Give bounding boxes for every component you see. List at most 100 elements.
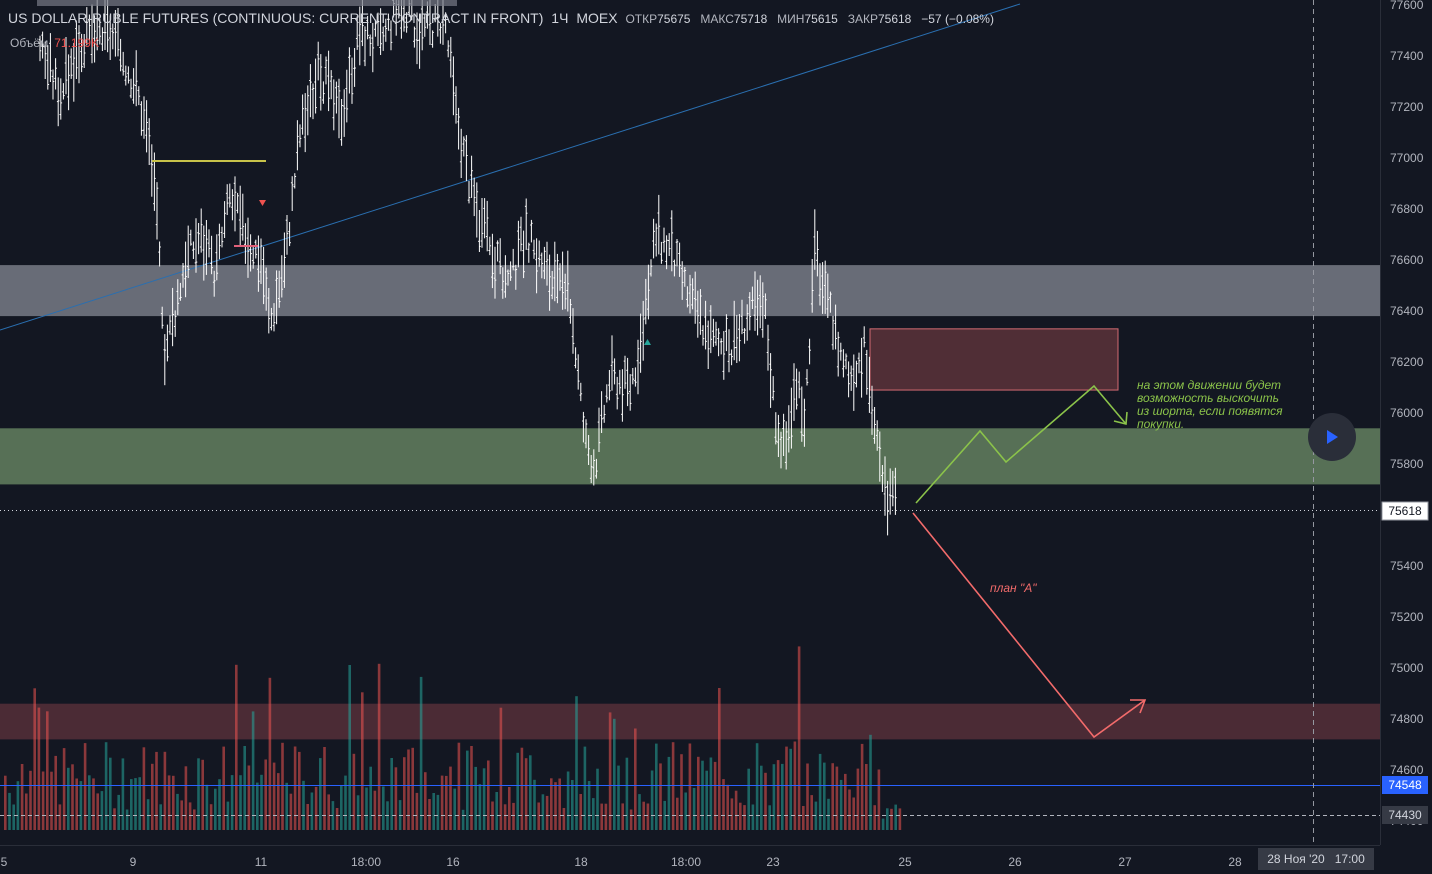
volume-bar <box>251 711 255 830</box>
last-price-label: 75618 <box>1388 504 1422 518</box>
blue-level-label-bg <box>1382 776 1428 794</box>
volume-bar <box>844 773 847 830</box>
volume-bar <box>197 758 200 830</box>
volume-bar <box>566 771 570 830</box>
volume-bar <box>373 790 377 830</box>
volume-bar <box>365 787 368 830</box>
volume-bar <box>600 803 603 830</box>
volume-bar <box>440 775 444 830</box>
volume-bar <box>256 782 259 830</box>
volume-bar <box>638 794 641 830</box>
price-tick-label: 75000 <box>1390 661 1424 675</box>
volume-bar <box>478 784 482 830</box>
sell-signal-icon <box>259 200 266 206</box>
volume-bar <box>293 746 297 830</box>
volume-bar <box>218 779 221 830</box>
crosshair-date: 28 Ноя '20 <box>1267 852 1325 866</box>
volume-bar <box>344 775 347 830</box>
replay-button[interactable] <box>1308 413 1356 461</box>
volume-bar <box>239 775 242 830</box>
symbol-legend[interactable]: US DOLLAR-RUBLE FUTURES (CONTINUOUS: CUR… <box>8 10 998 26</box>
volume-bar <box>768 805 771 830</box>
volume-bar <box>180 800 183 830</box>
volume-bar <box>62 748 66 830</box>
time-tick-label: 18:00 <box>671 855 701 869</box>
volume-bar <box>361 692 364 830</box>
volume-bar <box>67 767 70 830</box>
volume-bar <box>554 782 557 830</box>
volume-bar <box>663 800 666 830</box>
price-tick-label: 77400 <box>1390 49 1424 63</box>
volume-bar <box>508 787 511 830</box>
volume-bar <box>680 754 683 830</box>
volume-bar <box>419 676 423 830</box>
volume-bar <box>289 793 293 830</box>
volume-bar <box>314 786 318 830</box>
low-value: 75615 <box>804 12 838 26</box>
volume-bar <box>772 764 776 830</box>
volume-bar <box>222 746 225 830</box>
volume-value: 71.199K <box>54 36 99 50</box>
volume-bar <box>75 778 78 830</box>
crosshair-time: 17:00 <box>1334 852 1365 866</box>
volume-bar <box>877 769 881 830</box>
volume-bar <box>445 775 448 830</box>
volume-bar <box>718 688 721 830</box>
volume-bar <box>529 755 532 830</box>
volume-legend[interactable]: Объём 71.199K <box>10 36 99 50</box>
crosshair-time-badge: 28 Ноя '20 17:00 <box>1258 848 1374 870</box>
volume-bar <box>776 760 780 830</box>
price-tick-label: 76600 <box>1390 253 1424 267</box>
high-label: МАКС <box>700 12 734 26</box>
volume-bar <box>432 793 435 830</box>
volume-bar <box>125 809 129 830</box>
time-tick-label: 23 <box>766 855 780 869</box>
volume-bar <box>676 797 679 830</box>
volume-bar <box>810 795 813 830</box>
volume-bar <box>209 804 213 830</box>
volume-bar <box>789 748 792 830</box>
volume-bar <box>806 763 809 830</box>
price-axis[interactable]: 77600 77400 77200 77000 76800 76600 76400 76200… <box>1380 0 1432 874</box>
symbol-name[interactable]: US DOLLAR-RUBLE FUTURES (CONTINUOUS: CUR… <box>8 10 544 26</box>
volume-bar <box>587 781 591 830</box>
volume-bar <box>550 778 553 830</box>
volume-bar <box>650 770 654 830</box>
volume-bar <box>243 746 246 830</box>
volume-bar <box>705 770 708 830</box>
change-value: −57 (−0.08%) <box>921 12 994 26</box>
volume-bar <box>428 799 431 830</box>
volume-bar <box>146 799 150 830</box>
volume-bar <box>760 765 763 830</box>
volume-bar <box>671 742 675 830</box>
volume-bar <box>167 775 171 830</box>
volume-bar <box>474 766 477 830</box>
volume-bar <box>172 775 175 830</box>
volume-bar <box>827 798 830 830</box>
volume-bar <box>50 771 53 830</box>
volume-bar <box>596 768 599 830</box>
volume-bar <box>340 785 343 830</box>
volume-bar <box>352 753 356 830</box>
time-axis[interactable]: 5 9 11 18:00 16 18 18:00 23 25 26 27 28 <box>0 845 1380 870</box>
volume-bar <box>268 677 272 830</box>
volume-bar <box>100 791 104 830</box>
volume-bar <box>516 752 519 830</box>
close-value: 75618 <box>877 12 912 26</box>
volume-bar <box>625 757 629 830</box>
volume-bar <box>541 794 545 830</box>
price-tick-label: 76800 <box>1390 202 1424 216</box>
time-tick-label: 25 <box>898 855 912 869</box>
volume-bar <box>92 778 95 830</box>
time-tick-label: 5 <box>1 855 8 869</box>
price-tick-label: 77200 <box>1390 100 1424 114</box>
volume-bar <box>634 728 637 830</box>
volume-bar <box>856 768 860 830</box>
volume-bar <box>890 808 893 830</box>
volume-bar <box>734 790 738 830</box>
volume-bar <box>117 794 120 830</box>
play-icon <box>1327 430 1338 444</box>
volume-bar <box>466 750 469 830</box>
plan-a-arrowhead <box>1130 699 1147 714</box>
